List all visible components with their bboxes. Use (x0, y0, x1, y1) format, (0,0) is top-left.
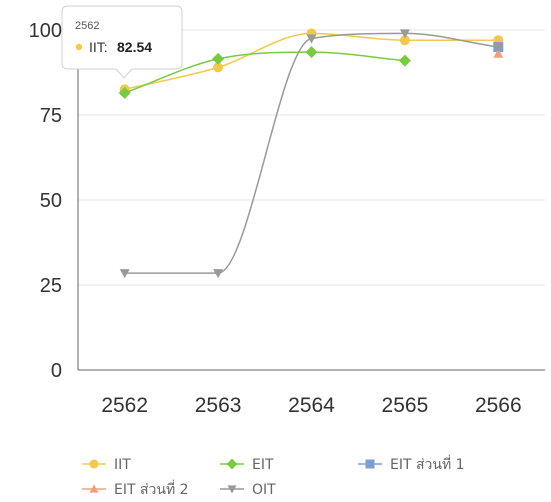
legend-marker (227, 485, 237, 494)
x-tick-label: 2563 (195, 394, 242, 417)
series-eit-2 (493, 48, 504, 58)
y-tick-label: 0 (51, 360, 62, 382)
data-point (399, 29, 410, 39)
series-line (124, 51, 405, 94)
y-tick-label: 25 (40, 275, 62, 297)
series-iit (119, 28, 504, 95)
data-point (399, 35, 410, 46)
x-tick-label: 2566 (475, 394, 522, 417)
series-eit (118, 46, 411, 99)
y-tick-label: 100 (29, 20, 62, 42)
axes (77, 30, 545, 371)
legend-item[interactable]: OIT (220, 482, 276, 498)
legend-marker (89, 459, 99, 469)
x-tick-labels: 2562 2563 2564 2565 2566 (101, 394, 521, 417)
series-oit (119, 29, 504, 279)
legend-item[interactable]: EIT ส่วนที่ 2 (82, 480, 189, 498)
x-tick-label: 2565 (382, 394, 429, 417)
legend-marker (226, 458, 238, 470)
legend-label: IIT (114, 457, 131, 473)
tooltip-category: 2562 (75, 20, 99, 32)
data-point (398, 54, 411, 67)
legend-item[interactable]: EIT (220, 457, 274, 473)
y-tick-label: 50 (40, 190, 62, 212)
data-point (119, 269, 130, 279)
legend-label: EIT (252, 457, 274, 473)
legend-marker (89, 484, 99, 493)
data-point (493, 48, 504, 58)
series-line (124, 32, 499, 274)
y-tick-label: 75 (40, 105, 62, 127)
x-tick-label: 2564 (288, 394, 335, 417)
data-point (493, 43, 504, 52)
legend-label: OIT (252, 482, 276, 498)
legend-label: EIT ส่วนที่ 2 (114, 480, 189, 498)
legend[interactable]: IIT EIT EIT ส่วนที่ 1 EIT ส่วนที่ 2 OIT (82, 455, 465, 498)
data-point (305, 46, 318, 59)
data-point (306, 34, 317, 44)
tooltip-box (61, 5, 183, 79)
tooltip-series-label: IIT: (89, 39, 108, 55)
data-point (212, 52, 225, 65)
data-point (118, 86, 131, 99)
data-point (213, 269, 224, 279)
legend-marker (365, 459, 375, 469)
legend-item[interactable]: EIT ส่วนที่ 1 (358, 455, 465, 473)
y-tick-labels: 0 25 50 75 100 (29, 20, 62, 382)
legend-item[interactable]: IIT (82, 457, 131, 473)
legend-label: EIT ส่วนที่ 1 (390, 455, 465, 473)
tooltip: 2562 IIT: 82.54 (61, 5, 183, 79)
tooltip-value: 82.54 (117, 39, 152, 55)
data-point (213, 62, 224, 73)
tooltip-series-dot (75, 43, 83, 51)
series-layer (118, 28, 504, 279)
x-tick-label: 2562 (101, 394, 148, 417)
